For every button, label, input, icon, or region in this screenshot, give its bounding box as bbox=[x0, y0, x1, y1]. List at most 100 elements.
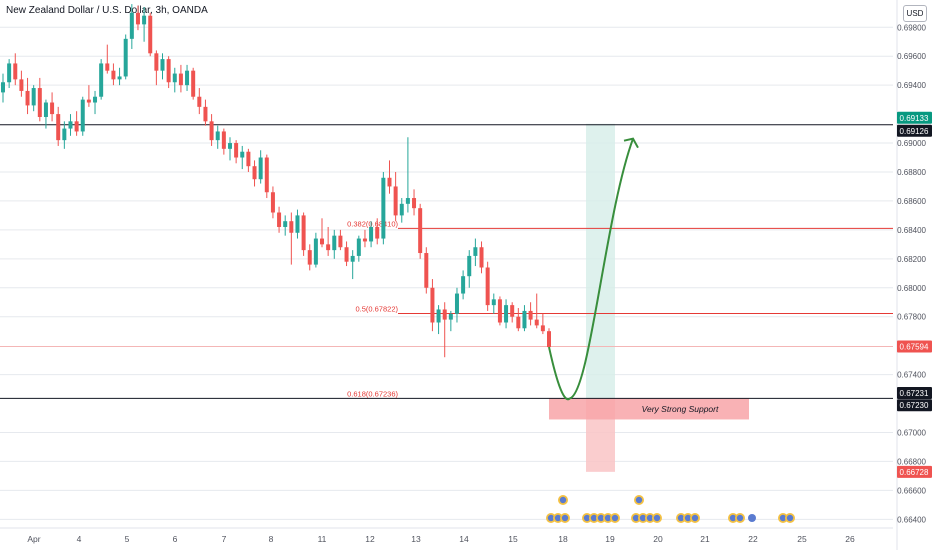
candle-body bbox=[209, 121, 214, 141]
price-tick-label: 0.69800 bbox=[897, 23, 926, 32]
time-tick-label: 18 bbox=[558, 534, 568, 544]
candle-body bbox=[74, 121, 79, 132]
candle-body bbox=[185, 70, 190, 86]
candle-body bbox=[191, 70, 196, 97]
event-flag-icon-inner bbox=[646, 514, 654, 522]
candle-body bbox=[215, 131, 220, 141]
candle-body bbox=[227, 143, 232, 149]
time-axis[interactable]: Apr 4 5 6 7 8 11 12 13 14 15 18 19 20 21 22 25 26 bbox=[0, 527, 893, 544]
event-flag-icon-inner bbox=[611, 514, 619, 522]
event-flag-icon-inner bbox=[639, 514, 647, 522]
candle-body bbox=[301, 215, 306, 251]
candle-body bbox=[442, 309, 447, 320]
candle-body bbox=[461, 276, 466, 294]
time-tick-label: 4 bbox=[77, 534, 82, 544]
candle-body bbox=[289, 221, 294, 233]
candle-body bbox=[491, 299, 496, 306]
candle-body bbox=[56, 114, 61, 141]
candle-body bbox=[68, 121, 73, 129]
price-label-badge bbox=[897, 387, 932, 400]
candle-body bbox=[258, 157, 263, 180]
currency-button[interactable]: USD bbox=[903, 5, 927, 22]
projection-curve bbox=[548, 138, 634, 401]
price-label-text: 0.66728 bbox=[900, 468, 929, 477]
price-label-badge bbox=[897, 111, 932, 124]
candle-body bbox=[123, 38, 128, 77]
candle-body bbox=[393, 186, 398, 216]
time-tick-label: 14 bbox=[459, 534, 469, 544]
price-axis[interactable]: 0.69800 0.69600 0.69400 0.69000 0.68800 0.686… bbox=[896, 0, 932, 550]
projection-path bbox=[548, 137, 639, 401]
event-flag-icon-inner bbox=[590, 514, 598, 522]
candle-body bbox=[467, 255, 472, 277]
candle-body bbox=[356, 238, 361, 256]
price-label-badge bbox=[897, 399, 932, 412]
candle-body bbox=[320, 238, 325, 245]
candle-body bbox=[313, 238, 318, 265]
event-flag-icon-inner bbox=[729, 514, 737, 522]
candle-body bbox=[283, 221, 288, 227]
economic-events[interactable] bbox=[546, 495, 795, 523]
horizontal-levels: 0.382(0.68410) 0.5(0.67822) 0.618(0.67236) bbox=[0, 124, 893, 399]
event-flag-icon-inner bbox=[583, 514, 591, 522]
candle-body bbox=[142, 15, 147, 25]
candle-body bbox=[504, 305, 509, 323]
price-tick-label: 0.67800 bbox=[897, 313, 926, 322]
candle-body bbox=[369, 226, 374, 242]
time-tick-label: 26 bbox=[845, 534, 855, 544]
candle-body bbox=[178, 73, 183, 86]
event-flag-icon-inner bbox=[604, 514, 612, 522]
time-tick-label: 13 bbox=[411, 534, 421, 544]
price-tick-label: 0.68200 bbox=[897, 255, 926, 264]
time-tick-label: 20 bbox=[653, 534, 663, 544]
price-tick-label: 0.69600 bbox=[897, 52, 926, 61]
event-flag-icon-inner bbox=[554, 514, 562, 522]
candle-body bbox=[405, 198, 410, 204]
candle-body bbox=[129, 12, 134, 39]
candle-body bbox=[418, 208, 423, 254]
chart-title: New Zealand Dollar / U.S. Dollar, 3h, OA… bbox=[6, 5, 208, 16]
price-label-text: 0.67230 bbox=[900, 401, 929, 410]
price-tick-label: 0.68400 bbox=[897, 226, 926, 235]
projection-arrowhead bbox=[623, 137, 639, 149]
candle-body bbox=[25, 90, 30, 106]
event-flag-icon-inner bbox=[635, 496, 643, 504]
candle-body bbox=[148, 15, 153, 54]
time-tick-label: 19 bbox=[605, 534, 615, 544]
zones: Very Strong Support bbox=[549, 123, 749, 472]
candle-body bbox=[424, 253, 429, 288]
candle-body bbox=[62, 128, 67, 141]
candle-body bbox=[234, 143, 239, 158]
target-zone bbox=[586, 123, 615, 400]
candle-body bbox=[473, 247, 478, 256]
candle-body bbox=[350, 255, 355, 262]
candle-body bbox=[160, 59, 165, 71]
candle-body bbox=[387, 177, 392, 187]
time-tick-label: 6 bbox=[173, 534, 178, 544]
event-flag-icon-inner bbox=[653, 514, 661, 522]
time-tick-label: Apr bbox=[27, 534, 40, 544]
time-tick-label: 8 bbox=[269, 534, 274, 544]
candle-body bbox=[399, 203, 404, 216]
event-flag-icon bbox=[748, 514, 756, 522]
price-tick-label: 0.69400 bbox=[897, 81, 926, 90]
candle-body bbox=[338, 235, 343, 248]
candle-body bbox=[246, 151, 251, 167]
event-flag-icon-inner bbox=[561, 514, 569, 522]
candle-body bbox=[19, 79, 24, 91]
candle-body bbox=[307, 250, 312, 265]
price-label-badge bbox=[897, 124, 932, 137]
candle-body bbox=[381, 177, 386, 239]
candle-body bbox=[375, 226, 380, 239]
price-tick-label: 0.67400 bbox=[897, 371, 926, 380]
support-zone bbox=[549, 398, 749, 420]
candle-body bbox=[479, 247, 484, 268]
price-label-badge bbox=[897, 340, 932, 353]
candle-body bbox=[99, 63, 104, 97]
candle-body bbox=[516, 316, 521, 329]
candle-body bbox=[86, 99, 91, 103]
candle-body bbox=[270, 192, 275, 213]
candle-body bbox=[547, 331, 551, 348]
time-tick-label: 5 bbox=[125, 534, 130, 544]
